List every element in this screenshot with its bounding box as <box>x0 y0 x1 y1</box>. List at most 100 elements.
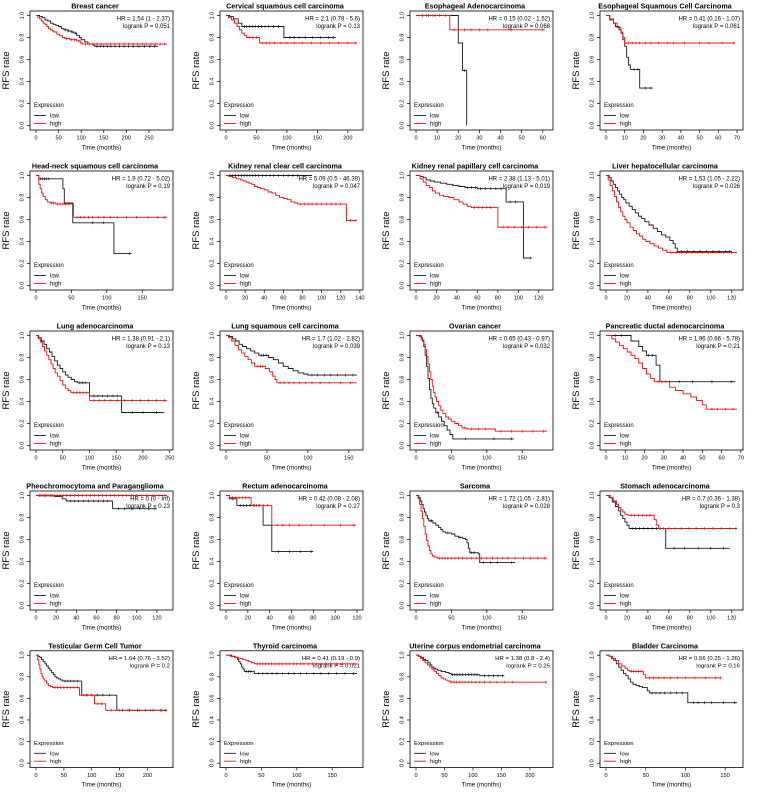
y-tick-label: 0.8 <box>400 354 406 362</box>
x-tick-label: 100 <box>282 136 291 142</box>
legend-title: Expression <box>34 583 64 589</box>
x-tick-label: 0 <box>604 136 607 142</box>
high-censor-marks <box>255 662 355 666</box>
low-censor-marks <box>259 353 355 377</box>
y-tick-label: 0.2 <box>19 738 25 746</box>
low-censor-marks <box>465 186 533 260</box>
x-axis-label: Time (months) <box>652 145 692 152</box>
x-tick-label: 150 <box>497 773 506 779</box>
x-tick-label: 40 <box>454 296 460 302</box>
legend-title: Expression <box>224 741 254 747</box>
y-tick-label: 1.0 <box>210 12 216 20</box>
km-plot-sarcoma: Sarcoma 0.0 0.2 0.4 0.6 0.8 1.0 0 50 100 150 Time (… <box>380 480 570 640</box>
high-expression-curve <box>226 15 357 44</box>
x-tick-label: 50 <box>264 456 270 462</box>
x-tick-label: 120 <box>352 616 361 622</box>
km-plot-kidney-renal-clear-cell-carcinoma: Kidney renal clear cell carcinoma 0.0 0.2 0… <box>190 160 380 320</box>
y-tick-label: 0.6 <box>590 56 596 64</box>
legend-title: Expression <box>34 103 64 109</box>
x-tick-label: 200 <box>138 456 147 462</box>
km-plot-canvas: Breast cancer 0.0 0.2 0.4 0.6 0.8 1.0 0 50 100 150… <box>1 2 174 152</box>
plot-title: Liver hepatocellular carcinoma <box>612 162 719 171</box>
y-tick-label: 0.4 <box>590 238 596 246</box>
plot-frame <box>219 330 364 451</box>
x-tick-label: 0 <box>34 616 37 622</box>
y-tick-label: 0.4 <box>590 78 596 86</box>
plot-title: Stomach adenocarcinoma <box>620 482 710 491</box>
logrank-p-text: logrank P = 0.019 <box>503 184 551 190</box>
hr-text: HR = 5.09 (0.5 - 46.39) <box>298 177 360 183</box>
x-tick-label: 150 <box>328 773 337 779</box>
x-tick-label: 50 <box>519 136 525 142</box>
legend-high-label: high <box>620 602 631 608</box>
legend-high-label: high <box>50 122 61 128</box>
y-tick-label: 0.2 <box>20 580 26 588</box>
y-axis-label: RFS rate <box>380 691 391 728</box>
legend-low-label: low <box>240 751 250 757</box>
x-tick-label: 100 <box>482 616 491 622</box>
km-plot-canvas: Esophageal Adenocarcinoma 0.0 0.2 0.4 0.6 0.8… <box>381 2 554 152</box>
y-tick-label: 0.0 <box>399 759 405 767</box>
plot-title: Testicular Germ Cell Tumor <box>48 642 141 650</box>
km-plot-canvas: Testicular Germ Cell Tumor 0.0 0.2 0.4 0.6 0.… <box>0 642 174 789</box>
y-tick-label: 0.8 <box>20 354 26 362</box>
x-tick-label: 100 <box>85 456 94 462</box>
y-tick-label: 0.0 <box>590 602 596 610</box>
hr-text: HR = 1.38 (0.8 - 2.4) <box>495 656 550 662</box>
y-tick-label: 0.2 <box>589 738 595 746</box>
logrank-p-text: logrank P = 0.028 <box>503 504 551 510</box>
y-tick-label: 1.0 <box>400 12 406 20</box>
legend-high-label: high <box>240 122 251 128</box>
x-axis-label: Time (months) <box>272 625 312 632</box>
plot-title: Pancreatic ductal adenocarcinoma <box>606 322 726 331</box>
low-expression-curve <box>36 175 132 255</box>
x-tick-label: 60 <box>474 296 480 302</box>
y-axis-label: RFS rate <box>571 531 582 569</box>
y-tick-label: 0.0 <box>209 759 215 767</box>
km-plot-cervical-squamous-cell-carcinoma: Cervical squamous cell carcinoma 0.0 0.2 0.… <box>190 0 380 160</box>
y-tick-label: 1.0 <box>19 651 25 659</box>
logrank-p-text: logrank P = 0.19 <box>126 184 170 190</box>
low-censor-marks <box>428 519 513 564</box>
x-tick-label: 100 <box>317 296 326 302</box>
y-tick-label: 1.0 <box>20 12 26 20</box>
plot-title: Pheochromocytoma and Paraganglioma <box>26 482 164 491</box>
x-tick-label: 40 <box>267 616 273 622</box>
km-plot-esophageal-adenocarcinoma: Esophageal Adenocarcinoma 0.0 0.2 0.4 0.6 0.8… <box>380 0 570 160</box>
low-expression-curve <box>416 495 516 564</box>
high-expression-curve <box>226 335 357 384</box>
y-tick-label: 0.8 <box>590 194 596 202</box>
y-tick-label: 0.6 <box>590 536 596 544</box>
x-tick-label: 60 <box>93 616 99 622</box>
logrank-p-text: logrank P = 0.032 <box>503 344 551 350</box>
y-axis-label: RFS rate <box>381 51 392 89</box>
low-expression-curve <box>606 175 732 252</box>
low-expression-curve <box>606 335 736 383</box>
y-tick-label: 0.6 <box>400 536 406 544</box>
legend-high-label: high <box>430 602 441 608</box>
y-tick-label: 0.8 <box>399 673 405 681</box>
km-plot-canvas: Esophageal Squamous Cell Carcinoma 0.0 0.2… <box>571 2 744 152</box>
y-tick-label: 1.0 <box>400 492 406 500</box>
hr-text: HR = 2.1 (0.78 - 5.6) <box>305 17 360 23</box>
y-tick-label: 0.2 <box>400 580 406 588</box>
y-tick-label: 0.2 <box>400 260 406 268</box>
legend-title: Expression <box>34 263 64 269</box>
plot-title: Uterine corpus endometrial carcinoma <box>409 642 542 650</box>
legend-high-label: high <box>620 122 631 128</box>
y-tick-label: 0.4 <box>20 398 26 406</box>
y-axis-label: RFS rate <box>381 211 392 249</box>
x-tick-label: 150 <box>518 456 527 462</box>
y-tick-label: 0.0 <box>20 122 26 130</box>
low-expression-curve <box>416 335 514 440</box>
high-expression-curve <box>226 654 357 665</box>
y-tick-label: 0.4 <box>590 558 596 566</box>
hr-text: HR = 0.15 (0.02 - 1.52) <box>488 17 550 23</box>
high-expression-curve <box>416 335 547 432</box>
y-tick-label: 0.8 <box>590 514 596 522</box>
legend-high-label: high <box>240 442 251 448</box>
y-tick-label: 0.2 <box>399 738 405 746</box>
plot-title: Bladder Carcinoma <box>632 642 699 650</box>
legend-low-label: low <box>240 274 250 280</box>
plot-title: Kidney renal papillary cell carcinoma <box>412 162 540 171</box>
